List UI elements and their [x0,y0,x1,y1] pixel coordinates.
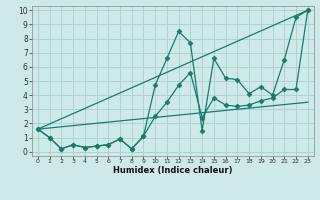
X-axis label: Humidex (Indice chaleur): Humidex (Indice chaleur) [113,166,233,175]
